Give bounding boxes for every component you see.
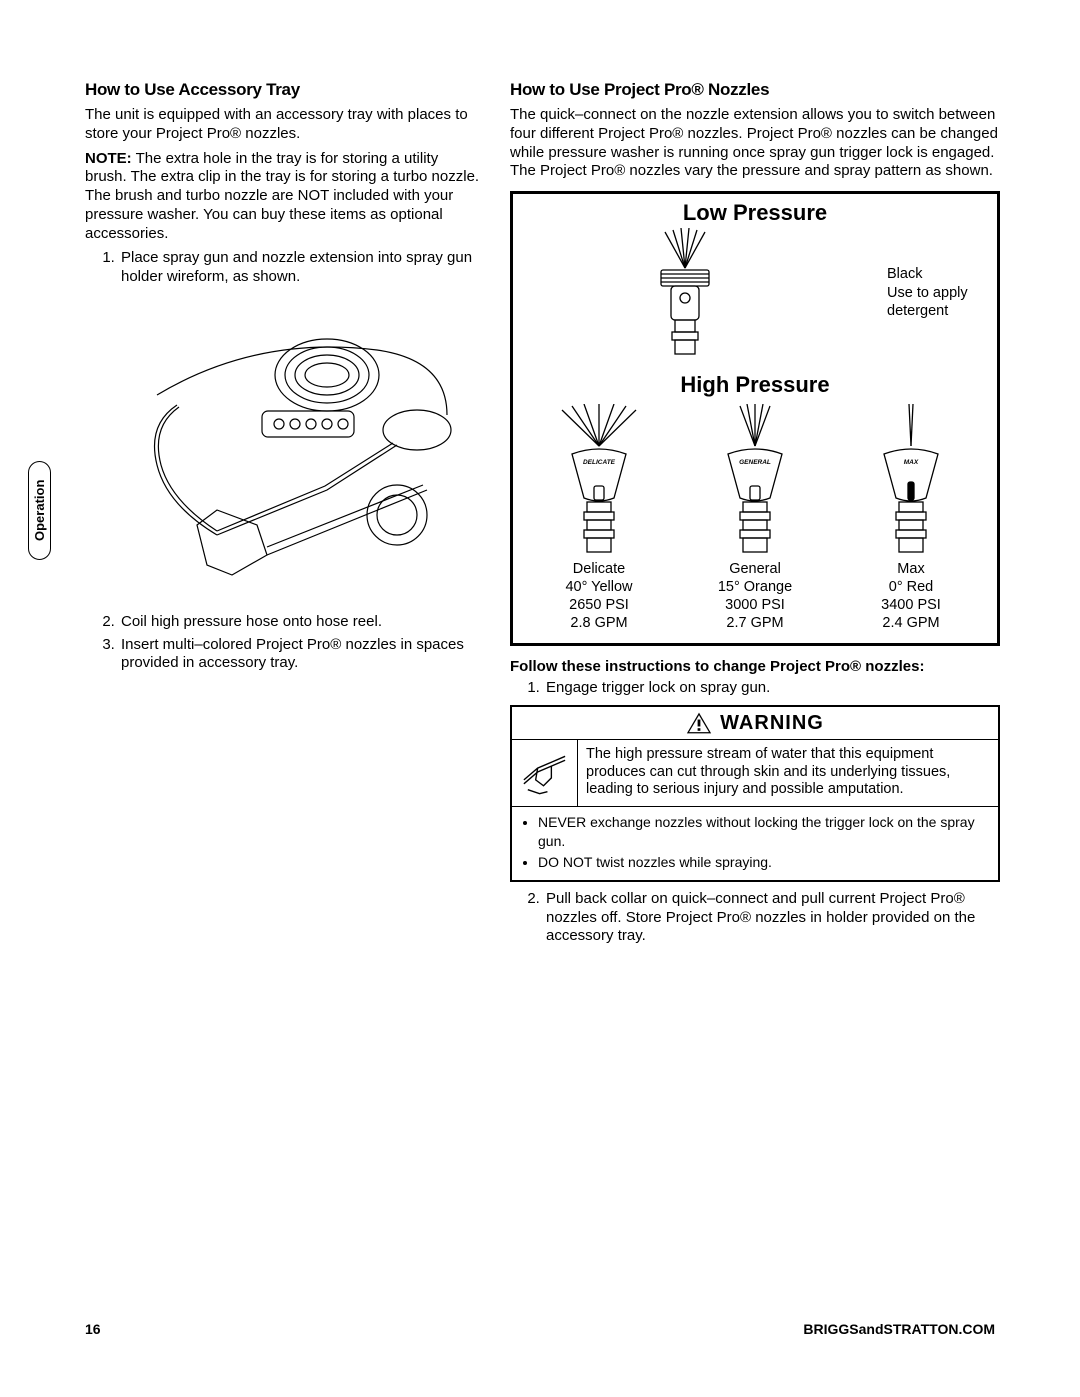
main-columns: How to Use Accessory Tray The unit is eq… bbox=[85, 80, 1000, 950]
left-li1: Place spray gun and nozzle extension int… bbox=[119, 249, 480, 287]
n2-angle: 15° Orange bbox=[677, 578, 833, 596]
warn-b2: DO NOT twist nozzles while spraying. bbox=[538, 853, 988, 872]
n2-name: General bbox=[677, 560, 833, 578]
page-number: 16 bbox=[85, 1321, 101, 1337]
high-pressure-title: High Pressure bbox=[513, 366, 997, 400]
low-pressure-title: Low Pressure bbox=[513, 194, 997, 228]
nozzle-max: MAX Max 0° Red 3400 PSI 2.4 GPM bbox=[833, 404, 989, 633]
footer: 16 BRIGGSandSTRATTON.COM bbox=[85, 1321, 995, 1337]
warning-text: The high pressure stream of water that t… bbox=[578, 740, 998, 806]
instr-2: Pull back collar on quick–connect and pu… bbox=[544, 890, 1000, 946]
left-li2: Coil high pressure hose onto hose reel. bbox=[119, 613, 480, 632]
left-list-1: Place spray gun and nozzle extension int… bbox=[119, 249, 480, 287]
warning-title: WARNING bbox=[720, 712, 824, 735]
n1-gpm: 2.8 GPM bbox=[521, 614, 677, 632]
footer-site: BRIGGSandSTRATTON.COM bbox=[803, 1321, 995, 1337]
n2-psi: 3000 PSI bbox=[677, 596, 833, 614]
n1-angle: 40° Yellow bbox=[521, 578, 677, 596]
high-pressure-row: DELICATE Delicate 40° Yellow 2650 PSI 2.… bbox=[513, 400, 997, 643]
n2-gpm: 2.7 GPM bbox=[677, 614, 833, 632]
nozzle-delicate-icon: DELICATE bbox=[554, 404, 644, 554]
warning-triangle-icon bbox=[686, 711, 712, 735]
nozzle-general: GENERAL General 15° Orange 3000 PSI 2.7 … bbox=[677, 404, 833, 633]
nozzle-tag-general: GENERAL bbox=[739, 459, 771, 466]
right-column: How to Use Project Pro® Nozzles The quic… bbox=[510, 80, 1000, 950]
n3-angle: 0° Red bbox=[833, 578, 989, 596]
nozzle-tag-delicate: DELICATE bbox=[583, 459, 616, 466]
left-li3: Insert multi–colored Project Pro® nozzle… bbox=[119, 636, 480, 674]
instr-title: Follow these instructions to change Proj… bbox=[510, 658, 1000, 675]
warning-box: WARNING The high pressure stream of wate… bbox=[510, 705, 1000, 882]
instr-list-1: Engage trigger lock on spray gun. bbox=[544, 679, 1000, 698]
low-pressure-text: Black Use to apply detergent bbox=[887, 265, 997, 322]
nozzle-max-icon: MAX bbox=[866, 404, 956, 554]
right-p1: The quick–connect on the nozzle extensio… bbox=[510, 106, 1000, 181]
low-label-1: Black bbox=[887, 265, 997, 284]
n3-name: Max bbox=[833, 560, 989, 578]
warning-body: The high pressure stream of water that t… bbox=[512, 740, 998, 806]
right-heading: How to Use Project Pro® Nozzles bbox=[510, 80, 1000, 100]
warning-hand-icon bbox=[512, 740, 578, 806]
left-column: How to Use Accessory Tray The unit is eq… bbox=[85, 80, 480, 950]
note-text: The extra hole in the tray is for storin… bbox=[85, 150, 479, 242]
left-list-2: Coil high pressure hose onto hose reel. … bbox=[119, 613, 480, 673]
warn-b1: NEVER exchange nozzles without locking t… bbox=[538, 813, 988, 851]
instr-1: Engage trigger lock on spray gun. bbox=[544, 679, 1000, 698]
left-p1: The unit is equipped with an accessory t… bbox=[85, 106, 480, 144]
nozzle-general-icon: GENERAL bbox=[710, 404, 800, 554]
low-label-2: Use to apply detergent bbox=[887, 284, 997, 322]
low-pressure-nozzle-icon bbox=[645, 228, 725, 358]
n1-psi: 2650 PSI bbox=[521, 596, 677, 614]
warning-bullets: NEVER exchange nozzles without locking t… bbox=[512, 806, 998, 880]
n1-name: Delicate bbox=[521, 560, 677, 578]
nozzle-tag-max: MAX bbox=[904, 459, 919, 466]
side-tab-operation: Operation bbox=[28, 461, 51, 560]
left-note: NOTE: The extra hole in the tray is for … bbox=[85, 150, 480, 244]
nozzle-delicate: DELICATE Delicate 40° Yellow 2650 PSI 2.… bbox=[521, 404, 677, 633]
n3-psi: 3400 PSI bbox=[833, 596, 989, 614]
instr-list-2: Pull back collar on quick–connect and pu… bbox=[544, 890, 1000, 946]
note-label: NOTE: bbox=[85, 150, 132, 167]
low-pressure-box: Black Use to apply detergent bbox=[513, 228, 997, 366]
n3-gpm: 2.4 GPM bbox=[833, 614, 989, 632]
pressure-washer-illustration bbox=[117, 295, 477, 605]
nozzle-frame: Low Pressure bbox=[510, 191, 1000, 646]
warning-header: WARNING bbox=[512, 707, 998, 740]
left-heading: How to Use Accessory Tray bbox=[85, 80, 480, 100]
